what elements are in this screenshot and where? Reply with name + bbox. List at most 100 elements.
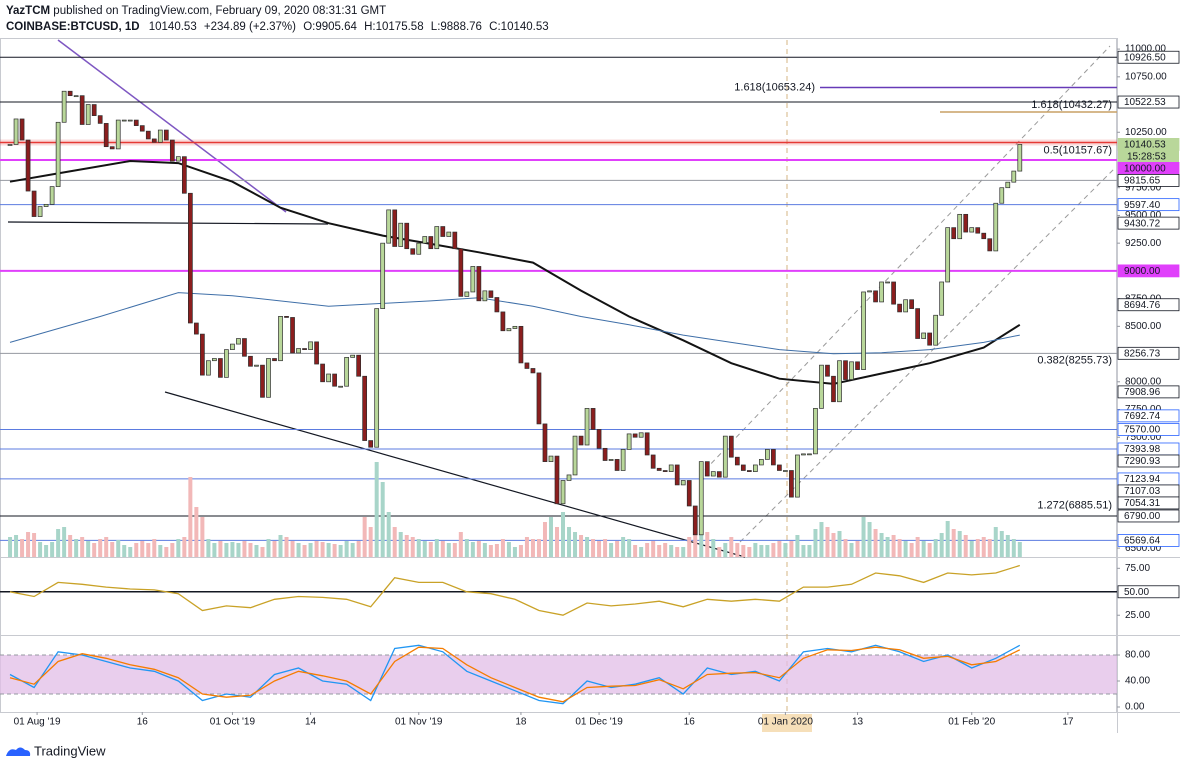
- candle: [254, 364, 259, 367]
- price-tag-label: 7908.96: [1124, 387, 1161, 398]
- volume-bar: [320, 542, 325, 557]
- volume-bar: [807, 545, 812, 557]
- frame: [0, 38, 1180, 733]
- price-tag: [1117, 198, 1180, 212]
- volume-bar: [176, 539, 181, 557]
- candle: [121, 119, 127, 122]
- volume-bar: [753, 543, 758, 557]
- candle: [380, 242, 386, 309]
- candle: [506, 328, 512, 332]
- volume-bar: [903, 541, 908, 557]
- volume-bar: [128, 547, 133, 557]
- price-tag-label: 8256.73: [1124, 348, 1161, 359]
- candle: [266, 358, 271, 398]
- volume-bar: [446, 543, 451, 557]
- candle: [885, 281, 890, 284]
- volume-bar: [32, 533, 37, 557]
- volume-bar: [404, 535, 409, 557]
- volume-bar: [603, 539, 608, 557]
- volume-bar: [428, 542, 433, 557]
- volume-bar: [476, 541, 481, 557]
- y-tick-label: 40.00: [1125, 676, 1150, 687]
- countdown: 15:28:53: [1127, 152, 1166, 163]
- price-tag-label: 9815.65: [1124, 176, 1161, 187]
- candle: [903, 299, 908, 313]
- candle: [248, 355, 253, 367]
- indicator-line: [9, 646, 1021, 703]
- volume-bar: [548, 517, 553, 557]
- indicator-line: [9, 159, 1021, 385]
- candle: [488, 290, 494, 298]
- candle: [188, 192, 193, 324]
- x-tick-label: 01 Jan 2020: [758, 717, 813, 728]
- volume-bar: [356, 541, 361, 557]
- volume-bar: [597, 541, 602, 557]
- candle: [85, 104, 91, 125]
- candle: [434, 226, 440, 250]
- volume-bar: [909, 543, 914, 557]
- volume-bar: [68, 535, 73, 557]
- candle: [849, 361, 854, 380]
- candle: [891, 281, 896, 305]
- candle: [230, 343, 235, 350]
- candle: [494, 297, 500, 313]
- candle: [933, 314, 939, 346]
- candle: [91, 104, 97, 116]
- candle: [524, 362, 530, 369]
- candle: [242, 338, 247, 357]
- symbol-line: COINBASE:BTCUSD, 1D 10140.53 +234.89 (+2…: [6, 21, 549, 33]
- volume-bar: [795, 535, 800, 557]
- candle: [879, 281, 884, 303]
- candle: [638, 432, 644, 438]
- candle: [512, 325, 518, 329]
- volume-bar: [272, 541, 277, 557]
- logo: [6, 747, 31, 756]
- volume-bar: [86, 541, 91, 557]
- volume-bar: [434, 539, 439, 557]
- price-tag-label: 6569.64: [1124, 536, 1161, 547]
- y-tick-label: 0.00: [1125, 702, 1145, 713]
- candle: [825, 364, 830, 377]
- price-tag-label: 7290.93: [1124, 456, 1161, 467]
- candle: [716, 471, 722, 478]
- candle: [572, 435, 578, 476]
- volume-bar: [506, 542, 511, 557]
- volume-bar: [170, 543, 175, 557]
- volume-bar: [278, 535, 283, 557]
- price-tag: [1117, 454, 1180, 468]
- price-tag-label: 7570.00: [1124, 425, 1161, 436]
- volume-bar: [398, 532, 403, 557]
- ref-tag: [1117, 585, 1180, 599]
- candle: [819, 364, 824, 409]
- volume-bar: [236, 543, 241, 557]
- volume-bar: [867, 522, 872, 557]
- candle: [710, 471, 716, 477]
- volume-bar: [470, 542, 475, 557]
- volume-bar: [573, 532, 578, 557]
- candle: [596, 429, 602, 449]
- candle: [212, 358, 217, 362]
- candle: [843, 360, 848, 380]
- candle: [350, 354, 355, 358]
- candle: [1017, 144, 1023, 172]
- candle: [43, 203, 49, 207]
- candle: [855, 361, 860, 370]
- candle: [722, 435, 728, 478]
- volume-bar: [813, 529, 818, 557]
- candle: [260, 364, 265, 398]
- candle: [139, 125, 145, 132]
- volume-bar: [693, 529, 698, 557]
- candle: [656, 467, 662, 471]
- volume-bar: [242, 541, 247, 557]
- volume-bar: [999, 531, 1004, 557]
- trend-line: [164, 391, 746, 558]
- volume-bar: [669, 545, 674, 557]
- candle: [133, 119, 139, 126]
- y-tick-label: 9750.00: [1125, 182, 1162, 193]
- volume-bar: [380, 482, 385, 557]
- volume-bar: [711, 539, 716, 557]
- candle: [73, 95, 79, 98]
- volume-bar: [921, 541, 926, 557]
- y-tick-label: 8500.00: [1125, 321, 1162, 332]
